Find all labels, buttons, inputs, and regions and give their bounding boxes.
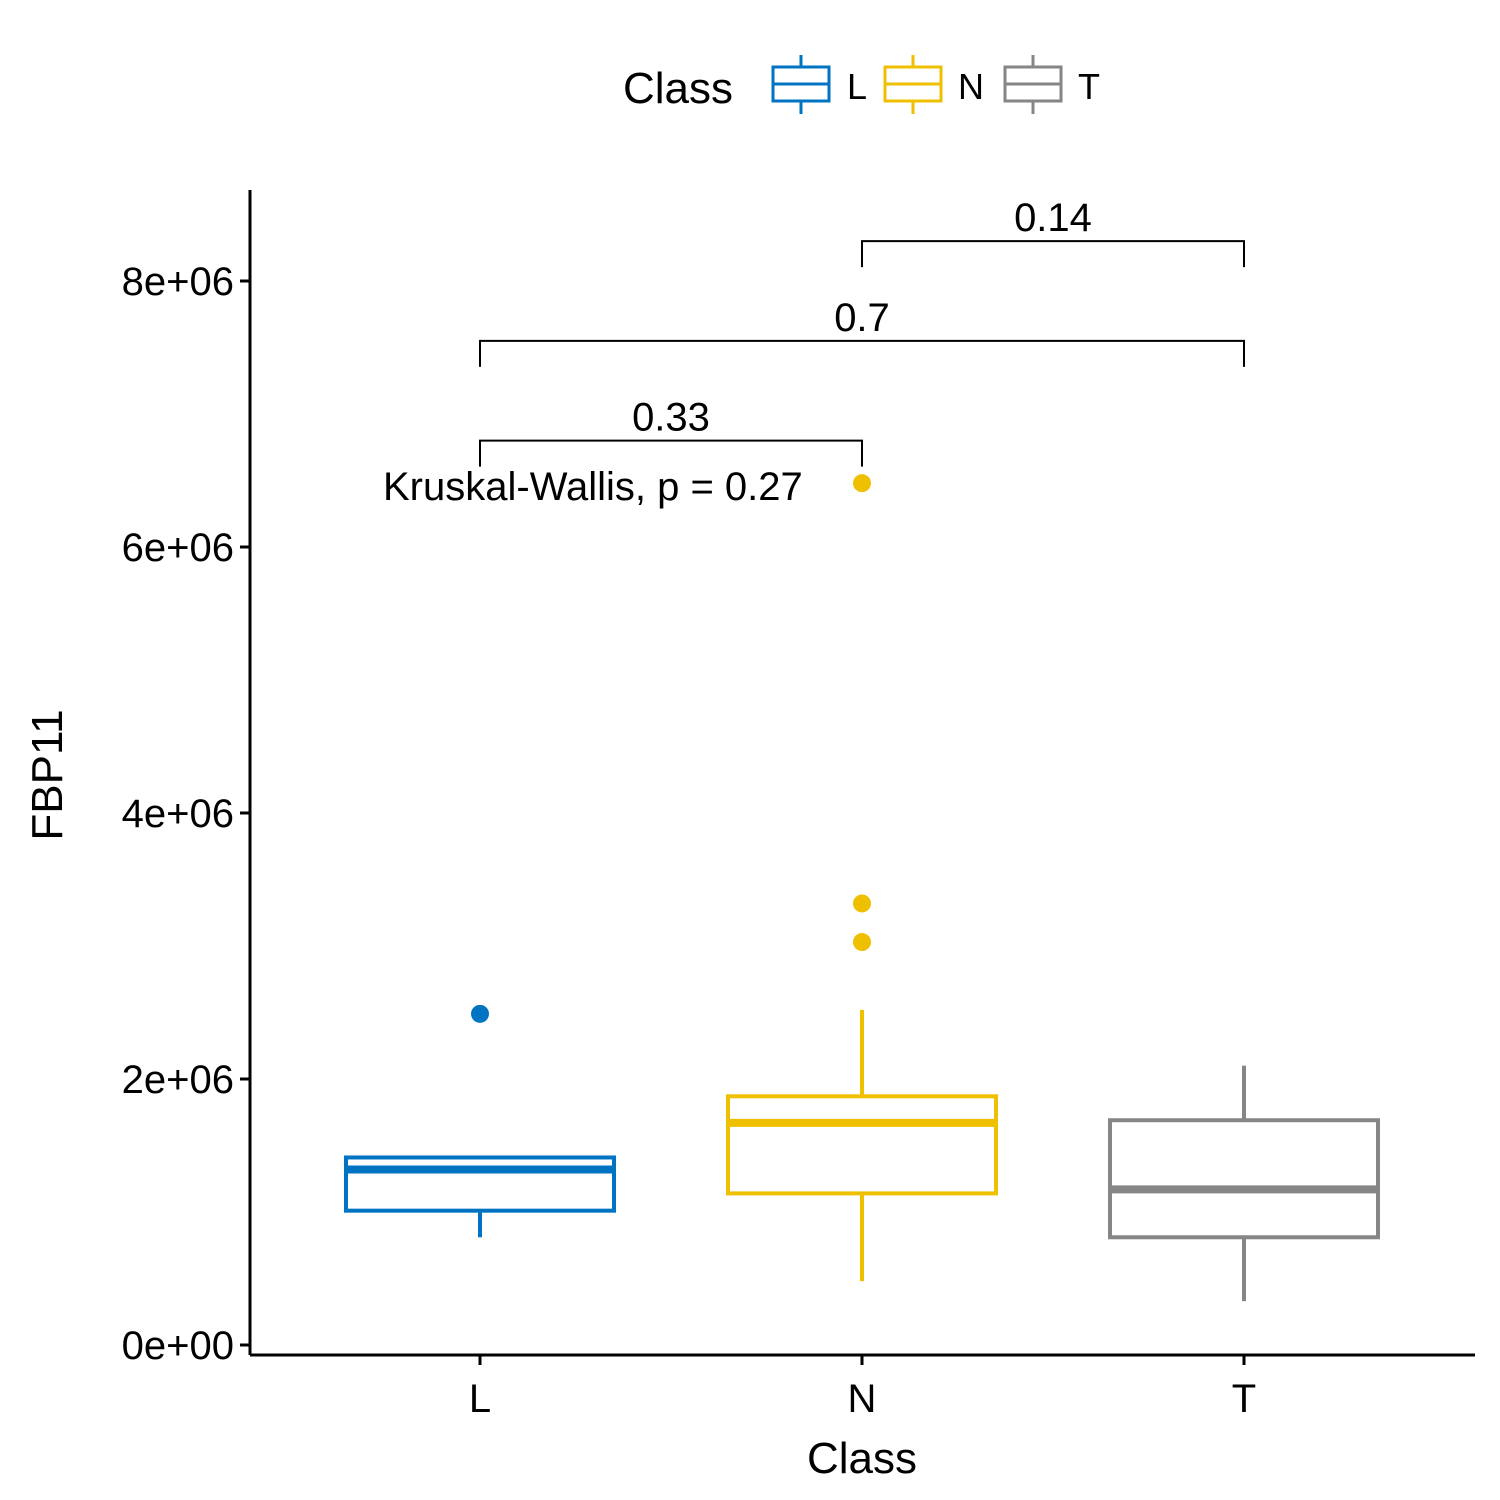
y-tick-label: 8e+06 [122,260,234,304]
bracket-line [479,439,863,467]
outlier-point [853,474,871,493]
y-tick-label: 4e+06 [122,792,234,836]
x-tick-label: N [848,1377,877,1421]
legend-label: N [958,66,984,107]
legend-item-L: L [771,55,867,114]
plot-area: 0.33 0.7 0.14 Kruskal-Wallis, p = 0.27 [344,196,1380,1302]
p-value-label: 0.14 [1014,196,1092,240]
outlier-point [853,894,871,913]
box-T [1108,1065,1380,1302]
legend-item-N: N [883,55,984,114]
legend-title: Class [623,64,733,113]
x-tick-label: T [1232,1377,1256,1421]
legend-item-T: T [1003,55,1100,114]
legend: Class L N T [623,55,1100,114]
box-body [726,1094,998,1196]
box-body [1108,1118,1380,1240]
y-tick-label: 2e+06 [122,1058,234,1102]
x-axis-title: Class [807,1434,917,1483]
p-value-label: 0.7 [834,296,890,340]
bracket-line [861,240,1245,268]
box-N [726,474,998,1282]
kruskal-wallis-annotation: Kruskal-Wallis, p = 0.27 [383,465,803,509]
outlier-point [471,1004,489,1023]
x-tick-label: L [469,1377,491,1421]
y-axis: 0e+00 2e+06 4e+06 6e+06 8e+06 [122,190,252,1368]
box-body [344,1155,616,1213]
y-tick-label: 6e+06 [122,526,234,570]
comparison-bracket: 0.14 [861,196,1245,268]
comparison-bracket: 0.33 [479,396,863,467]
outlier-point [853,933,871,952]
legend-label: L [847,66,867,107]
y-axis-title: FBP11 [23,709,72,840]
p-value-label: 0.33 [632,396,710,440]
box-L [344,1004,616,1238]
bracket-line [479,339,1245,367]
y-tick-label: 0e+00 [122,1324,234,1368]
legend-label: T [1078,66,1100,107]
comparison-bracket: 0.7 [479,296,1245,367]
